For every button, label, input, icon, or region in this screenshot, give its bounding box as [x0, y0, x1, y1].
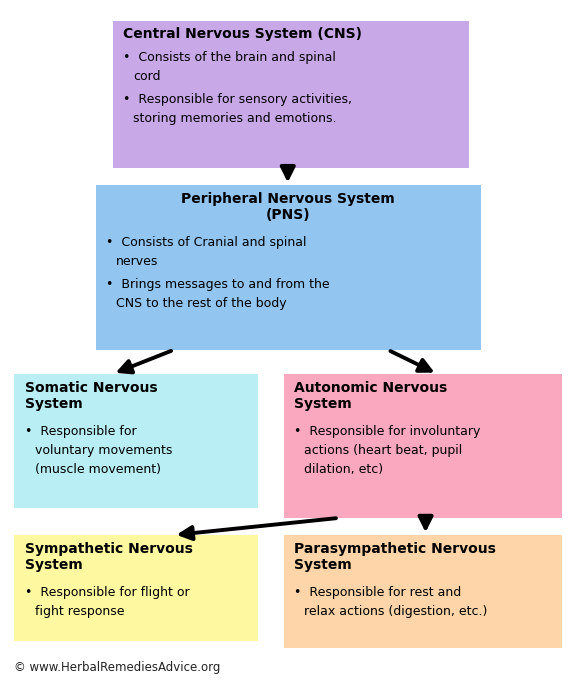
FancyBboxPatch shape	[284, 374, 562, 518]
Text: voluntary movements: voluntary movements	[35, 444, 172, 457]
Text: •  Responsible for rest and: • Responsible for rest and	[294, 586, 461, 599]
FancyBboxPatch shape	[113, 21, 469, 168]
Text: cord: cord	[133, 70, 160, 83]
Text: Autonomic Nervous
System: Autonomic Nervous System	[294, 381, 448, 411]
FancyBboxPatch shape	[284, 535, 562, 648]
Text: relax actions (digestion, etc.): relax actions (digestion, etc.)	[304, 605, 488, 618]
Text: •  Consists of the brain and spinal: • Consists of the brain and spinal	[123, 51, 336, 64]
Text: actions (heart beat, pupil: actions (heart beat, pupil	[304, 444, 462, 457]
FancyBboxPatch shape	[96, 185, 481, 350]
Text: Parasympathetic Nervous
System: Parasympathetic Nervous System	[294, 542, 496, 572]
Text: fight response: fight response	[35, 605, 124, 618]
Text: •  Brings messages to and from the: • Brings messages to and from the	[106, 278, 329, 291]
Text: nerves: nerves	[116, 255, 158, 268]
Text: •  Responsible for involuntary: • Responsible for involuntary	[294, 425, 481, 438]
Text: dilation, etc): dilation, etc)	[304, 463, 383, 476]
Text: Peripheral Nervous System
(PNS): Peripheral Nervous System (PNS)	[181, 192, 395, 222]
Text: (muscle movement): (muscle movement)	[35, 463, 161, 476]
Text: Sympathetic Nervous
System: Sympathetic Nervous System	[25, 542, 193, 572]
Text: CNS to the rest of the body: CNS to the rest of the body	[116, 297, 287, 310]
FancyBboxPatch shape	[14, 374, 258, 508]
Text: •  Responsible for: • Responsible for	[25, 425, 137, 438]
Text: storing memories and emotions.: storing memories and emotions.	[133, 112, 336, 125]
Text: •  Responsible for flight or: • Responsible for flight or	[25, 586, 189, 599]
Text: © www.HerbalRemediesAdvice.org: © www.HerbalRemediesAdvice.org	[14, 661, 221, 674]
Text: •  Consists of Cranial and spinal: • Consists of Cranial and spinal	[106, 236, 306, 249]
Text: Somatic Nervous
System: Somatic Nervous System	[25, 381, 157, 411]
FancyBboxPatch shape	[14, 535, 258, 641]
Text: Central Nervous System (CNS): Central Nervous System (CNS)	[123, 27, 362, 41]
Text: •  Responsible for sensory activities,: • Responsible for sensory activities,	[123, 93, 353, 106]
